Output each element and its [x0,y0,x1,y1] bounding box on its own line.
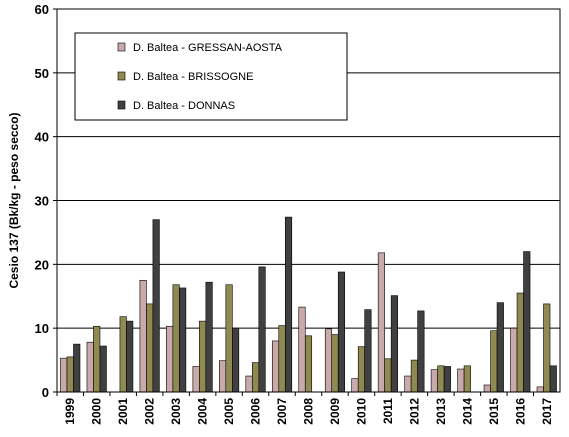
legend-swatch-brissogne [117,71,126,81]
bar-2007-series-0 [271,340,280,393]
bar-2001-series-1 [119,316,127,393]
bar-2000-series-2 [99,345,107,393]
x-tick-label: 2016 [513,398,527,425]
bar-2014-series-0 [457,368,465,393]
y-tick-label: 0 [42,385,49,400]
x-tick-label: 2007 [275,398,289,425]
y-tick-label: 60 [35,2,49,17]
bar-2013-series-2 [443,366,451,393]
x-tick-label: 2002 [143,398,157,425]
bar-2004-series-1 [199,320,207,393]
y-tick-label: 30 [35,194,49,209]
bars [60,216,557,393]
bar-2010-series-1 [357,346,365,393]
bar-2014-series-1 [463,365,471,393]
x-tick-label: 2011 [381,398,395,424]
x-tick-label: 2005 [222,398,236,425]
bar-2008-series-0 [298,306,306,393]
legend-swatch-donnas [117,100,126,110]
bar-2002-series-2 [152,219,160,393]
bar-2012-series-0 [404,375,412,393]
bar-2006-series-1 [252,362,260,393]
bar-2001-series-2 [126,320,134,393]
x-tick-label: 2010 [354,398,368,425]
y-tick-label: 50 [35,66,49,81]
bar-2015-series-0 [483,384,491,393]
x-tick-label: 2001 [116,398,130,425]
y-tick-labels: 0 10 20 30 40 50 60 [35,2,57,400]
bar-1999-series-1 [66,356,74,393]
bar-2009-series-1 [331,334,339,393]
bar-2004-series-0 [192,366,200,393]
bar-2006-series-0 [245,375,253,393]
bar-2003-series-1 [172,284,180,393]
bar-1999-series-0 [60,357,68,393]
bar-2012-series-2 [417,310,425,393]
x-tick-label: 2014 [460,398,474,425]
x-tick-label: 2006 [249,398,263,425]
bar-2010-series-0 [351,378,359,393]
bar-2013-series-1 [437,365,445,393]
x-tick-labels: 1999 2000 2001 2002 2003 2004 2005 2006 2007 2008… [56,392,554,425]
bar-2017-series-2 [549,365,557,393]
x-tick-label: 2003 [169,398,183,425]
y-axis-label: Cesio 137 (Bk/kg - peso secco) [7,112,21,288]
bar-2005-series-0 [219,360,227,393]
x-tick-label: 2012 [407,398,421,425]
bar-2000-series-1 [93,325,101,393]
bar-2016-series-0 [510,327,518,393]
legend: D. Baltea - GRESSAN-AOSTA D. Baltea - BR… [74,32,348,121]
bar-2011-series-0 [377,252,385,393]
bar-2013-series-0 [430,369,438,393]
x-tick-label: 2009 [328,398,342,425]
bar-2016-series-2 [523,251,531,393]
legend-label-donnas: D. Baltea - DONNAS [133,100,235,112]
bar-2009-series-0 [324,328,333,393]
bar-2007-series-1 [278,325,286,393]
bar-2005-series-2 [232,327,240,393]
bar-2006-series-2 [258,266,266,393]
x-tick-label: 2000 [90,398,104,425]
bar-2004-series-2 [205,281,213,393]
x-tick-label: 2004 [196,398,210,425]
y-tick-label: 40 [35,130,49,145]
bar-2012-series-1 [410,359,418,393]
bar-2010-series-2 [364,309,372,393]
bar-1999-series-2 [73,343,81,393]
bar-2002-series-1 [146,303,154,393]
bar-2009-series-2 [337,271,346,393]
bar-2015-series-1 [490,330,498,393]
x-tick-label: 2015 [487,398,501,425]
bar-2017-series-1 [543,303,551,393]
bar-2016-series-1 [516,292,524,393]
legend-label-gressan: D. Baltea - GRESSAN-AOSTA [133,42,283,54]
x-tick-label: 2008 [302,398,316,425]
x-tick-label: 2017 [540,398,554,425]
bar-2002-series-0 [139,279,147,393]
bar-2005-series-1 [225,284,233,393]
x-tick-label: 2013 [434,398,448,425]
bar-2008-series-1 [304,335,313,393]
legend-label-brissogne: D. Baltea - BRISSOGNE [133,71,253,83]
bar-2011-series-1 [384,358,392,393]
y-tick-label: 10 [35,321,49,336]
bar-2003-series-2 [179,287,187,393]
bar-2011-series-2 [390,295,398,393]
bar-2017-series-0 [536,386,544,393]
bar-2007-series-2 [284,216,293,393]
bar-2000-series-0 [86,341,94,393]
bar-2003-series-0 [166,325,174,393]
bar-2015-series-2 [496,302,504,393]
legend-swatch-gressan [117,42,126,52]
x-tick-label: 1999 [63,398,77,425]
y-tick-label: 20 [35,257,49,272]
